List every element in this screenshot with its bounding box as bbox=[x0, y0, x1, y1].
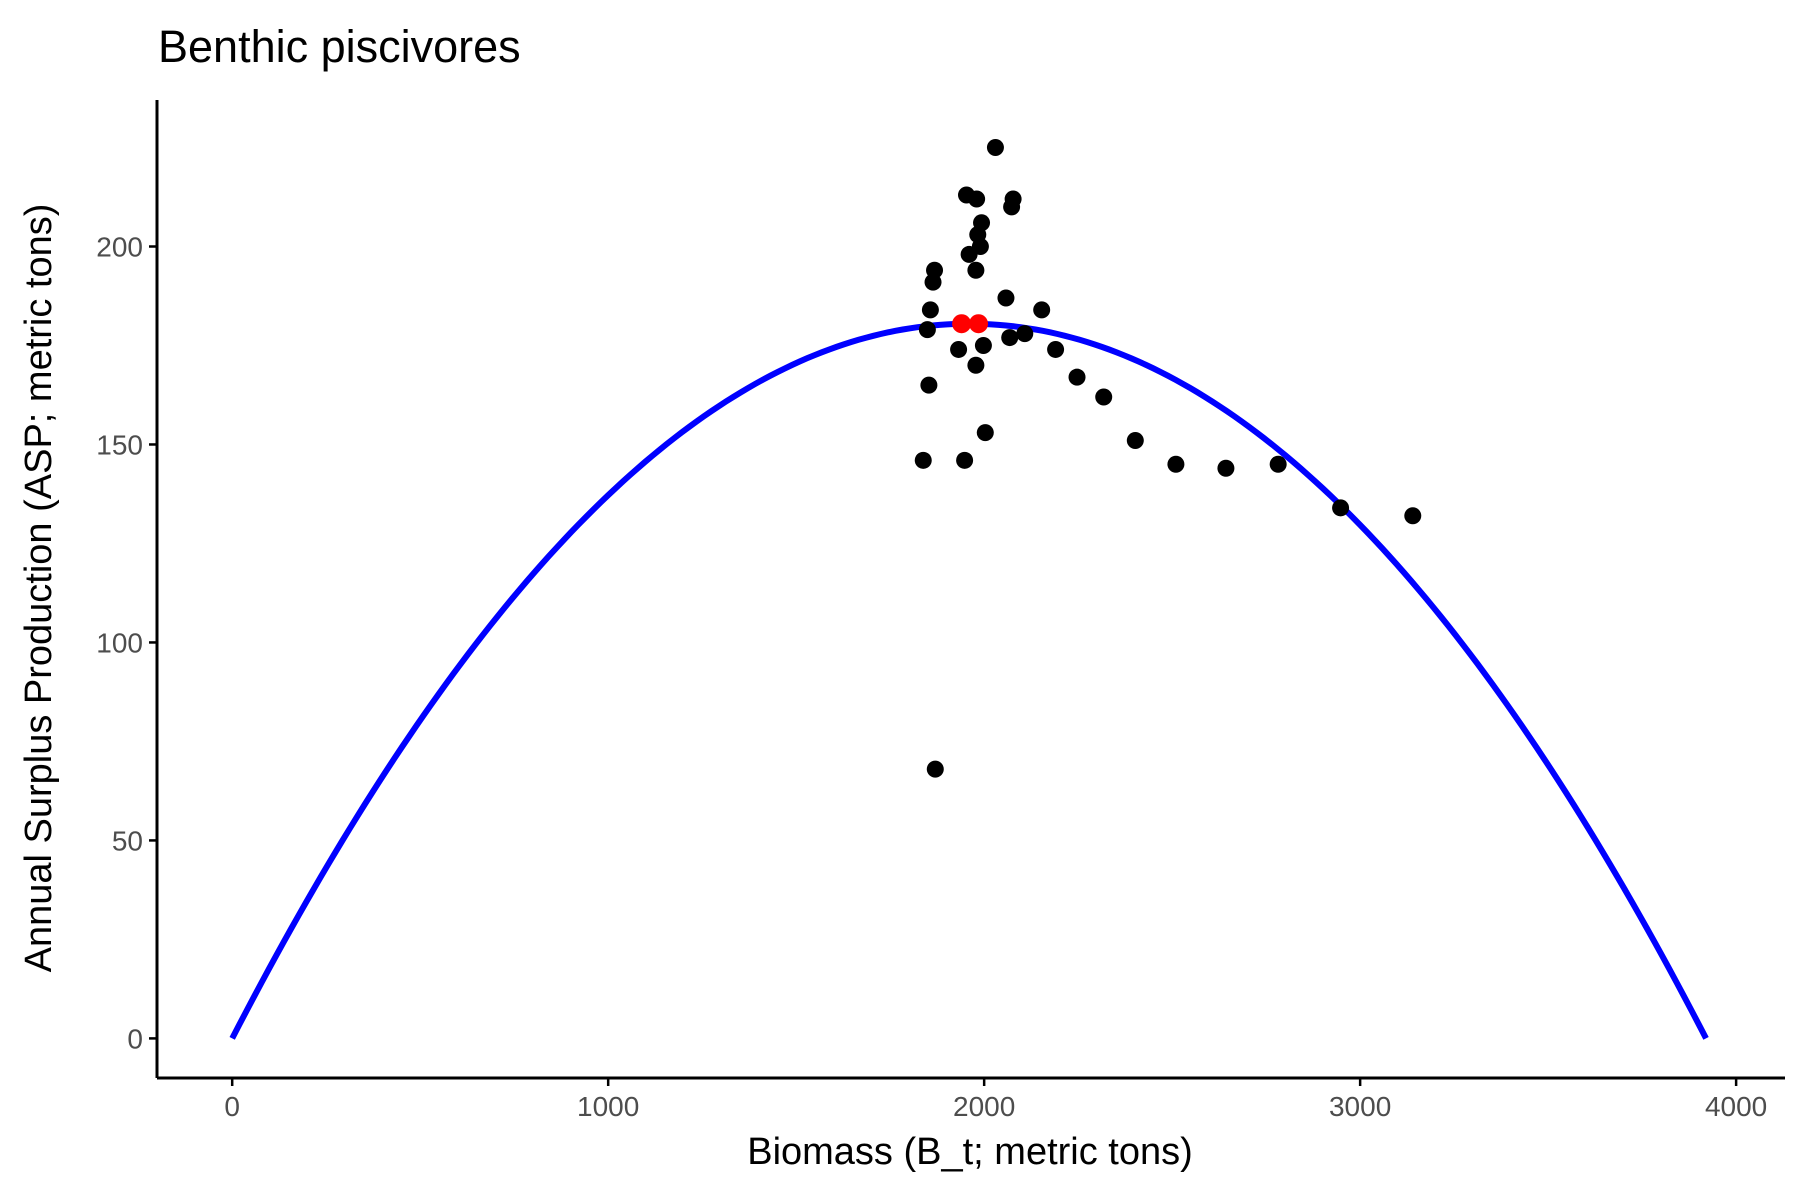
data-point bbox=[1095, 388, 1113, 406]
data-point bbox=[1001, 329, 1019, 347]
data-point bbox=[967, 261, 985, 279]
x-tick-label: 4000 bbox=[1705, 1091, 1767, 1122]
x-axis-ticks: 0 1000 2000 3000 4000 bbox=[224, 1078, 1767, 1122]
data-point bbox=[1167, 455, 1185, 473]
data-point bbox=[1016, 325, 1034, 343]
y-axis-title: Annual Surplus Production (ASP; metric t… bbox=[18, 204, 60, 973]
x-tick-label: 0 bbox=[224, 1091, 240, 1122]
x-tick-label: 3000 bbox=[1329, 1091, 1391, 1122]
x-axis-title: Biomass (B_t; metric tons) bbox=[747, 1131, 1193, 1173]
y-tick-label: 150 bbox=[96, 429, 143, 460]
x-tick-label: 2000 bbox=[953, 1091, 1015, 1122]
data-point bbox=[956, 451, 974, 469]
data-point bbox=[1047, 340, 1065, 358]
y-tick-label: 200 bbox=[96, 232, 143, 263]
data-point bbox=[950, 340, 968, 358]
data-point bbox=[968, 190, 986, 208]
data-point bbox=[926, 261, 944, 279]
highlight-point bbox=[952, 314, 972, 334]
chart-title: Benthic piscivores bbox=[158, 21, 521, 72]
data-point bbox=[926, 760, 944, 778]
data-point bbox=[1404, 507, 1422, 525]
y-tick-label: 0 bbox=[127, 1023, 143, 1054]
data-point bbox=[967, 356, 985, 374]
data-point bbox=[918, 321, 936, 339]
data-point bbox=[997, 289, 1015, 307]
data-point bbox=[1217, 459, 1235, 477]
data-point bbox=[973, 214, 991, 232]
data-point bbox=[974, 336, 992, 354]
y-axis-ticks: 0 50 100 150 200 bbox=[96, 232, 157, 1054]
data-point bbox=[971, 238, 989, 256]
data-point bbox=[914, 451, 932, 469]
data-point bbox=[976, 424, 994, 442]
data-point bbox=[920, 376, 938, 394]
data-point bbox=[1126, 432, 1144, 450]
y-tick-label: 50 bbox=[112, 825, 143, 856]
x-tick-label: 1000 bbox=[577, 1091, 639, 1122]
data-point bbox=[1033, 301, 1051, 319]
data-point bbox=[1332, 499, 1350, 517]
highlight-point bbox=[969, 314, 989, 334]
data-point bbox=[1068, 368, 1086, 386]
fitted-curve bbox=[229, 320, 1709, 1040]
y-tick-label: 100 bbox=[96, 627, 143, 658]
data-point bbox=[1004, 190, 1022, 208]
data-point bbox=[986, 139, 1004, 157]
data-point bbox=[921, 301, 939, 319]
plot-area bbox=[229, 139, 1709, 1040]
data-points bbox=[914, 139, 1422, 778]
data-point bbox=[1269, 455, 1287, 473]
